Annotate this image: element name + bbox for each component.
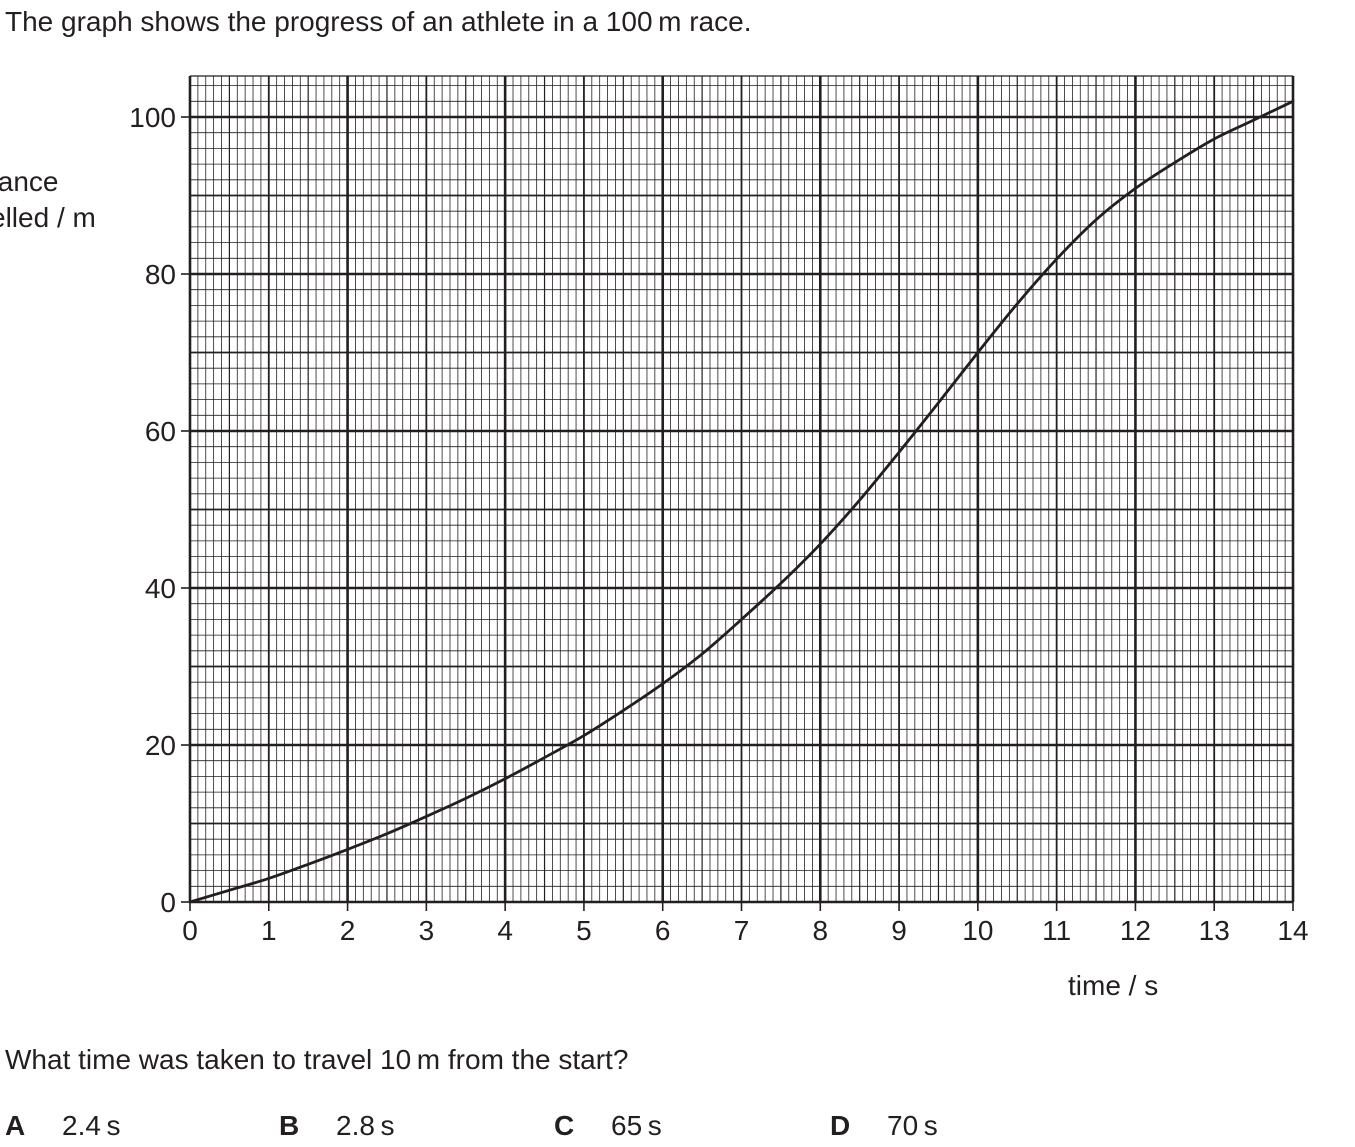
option-letter: B [279,1110,300,1141]
y-tick-label: 20 [145,730,176,761]
x-tick-labels: 0 1 2 3 4 5 6 7 8 9 10 11 12 13 14 [182,915,1308,946]
x-tick-label: 7 [734,915,750,946]
answer-option-b[interactable]: B 2.8 s [279,1108,395,1144]
answer-option-d[interactable]: D 70 s [830,1108,938,1144]
axis-ticks [181,116,1294,911]
y-tick-label: 40 [145,573,176,604]
answer-option-a[interactable]: A 2.4 s [5,1108,121,1144]
series-layer [188,99,1295,904]
x-axis-label: time / s [1068,970,1159,1001]
intro-text: The graph shows the progress of an athle… [5,6,752,37]
x-tick-label: 9 [891,915,907,946]
major-grid [188,76,1295,904]
option-value: 70 s [887,1110,938,1141]
x-tick-label: 5 [576,915,592,946]
x-tick-label: 6 [655,915,671,946]
x-tick-label: 8 [812,915,828,946]
x-tick-label: 0 [182,915,198,946]
series-line-distance [188,99,1295,904]
option-value: 2.8 s [336,1110,395,1141]
y-axis-label-line-2: velled / m [0,202,96,233]
x-tick-label: 3 [419,915,435,946]
option-letter: A [5,1110,26,1141]
y-tick-label: 100 [129,102,176,133]
x-tick-label: 10 [962,915,993,946]
option-letter: C [554,1110,575,1141]
y-tick-labels: 0 20 40 60 80 100 [129,102,176,918]
y-tick-label: 0 [160,887,176,918]
x-tick-label: 14 [1277,915,1308,946]
option-value: 65 s [611,1110,662,1141]
option-letter: D [830,1110,851,1141]
x-tick-label: 12 [1120,915,1151,946]
x-tick-label: 2 [340,915,356,946]
question-text: What time was taken to travel 10 m from … [5,1044,629,1075]
answer-option-c[interactable]: C 65 s [554,1108,662,1144]
y-tick-label: 80 [145,259,176,290]
medium-grid [190,75,1294,902]
y-axis-label: stance velled / m [0,164,96,236]
x-tick-label: 1 [261,915,277,946]
y-axis-label-line-1: stance [0,166,59,197]
x-tick-label: 11 [1042,915,1071,946]
x-tick-label: 13 [1199,915,1230,946]
option-value: 2.4 s [62,1110,121,1141]
x-tick-label: 4 [497,915,513,946]
y-tick-label: 60 [145,416,176,447]
